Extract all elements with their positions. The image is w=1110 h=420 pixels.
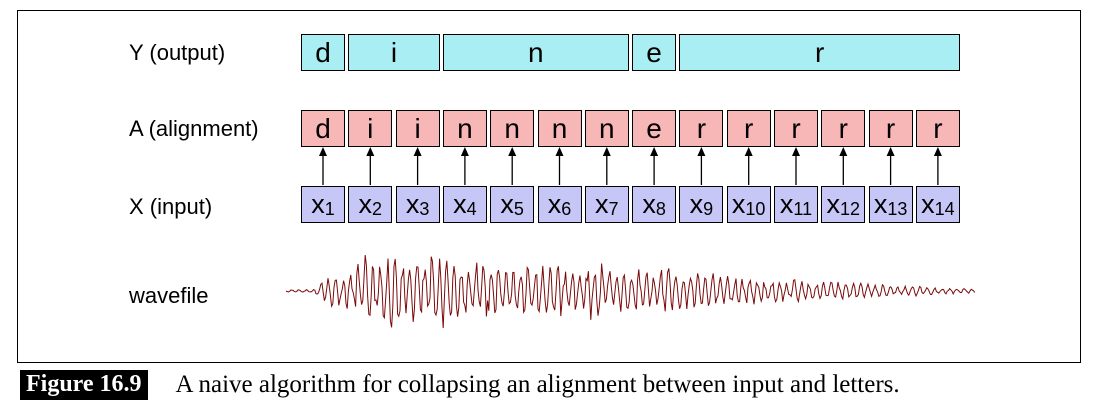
input-cell: x 13: [868, 186, 913, 223]
alignment-cell: r: [915, 110, 960, 147]
output-cell: d: [301, 34, 345, 71]
alignment-cell: i: [348, 110, 393, 147]
row-label-output: Y (output): [129, 40, 226, 65]
figure-frame: [17, 10, 1081, 363]
alignment-cell: r: [679, 110, 724, 147]
alignment-cell: r: [726, 110, 771, 147]
row-label-input: X (input): [129, 194, 213, 219]
output-cell: r: [679, 34, 960, 71]
alignment-cell: n: [584, 110, 629, 147]
alignment-cell: d: [301, 110, 345, 147]
figure-caption: Figure 16.9 A naive algorithm for collap…: [20, 369, 900, 401]
input-cell: x 10: [726, 186, 771, 223]
row-label-alignment: A (alignment): [129, 116, 259, 141]
alignment-cell: n: [537, 110, 582, 147]
alignment-cell: n: [490, 110, 535, 147]
figure-number: Figure 16.9: [20, 370, 148, 400]
output-cell: i: [348, 34, 440, 71]
alignment-cell: n: [442, 110, 487, 147]
input-cell: x 12: [821, 186, 866, 223]
input-cell: x 14: [915, 186, 960, 223]
alignment-cell: r: [868, 110, 913, 147]
input-cell: x 11: [774, 186, 818, 223]
caption-text: A naive algorithm for collapsing an alig…: [175, 371, 900, 398]
alignment-cell: r: [774, 110, 818, 147]
alignment-cell: r: [821, 110, 866, 147]
alignment-cell: i: [395, 110, 440, 147]
alignment-cell: e: [632, 110, 677, 147]
output-cell: n: [442, 34, 629, 71]
row-label-wavefile: wavefile: [129, 283, 209, 308]
output-cell: e: [632, 34, 677, 71]
